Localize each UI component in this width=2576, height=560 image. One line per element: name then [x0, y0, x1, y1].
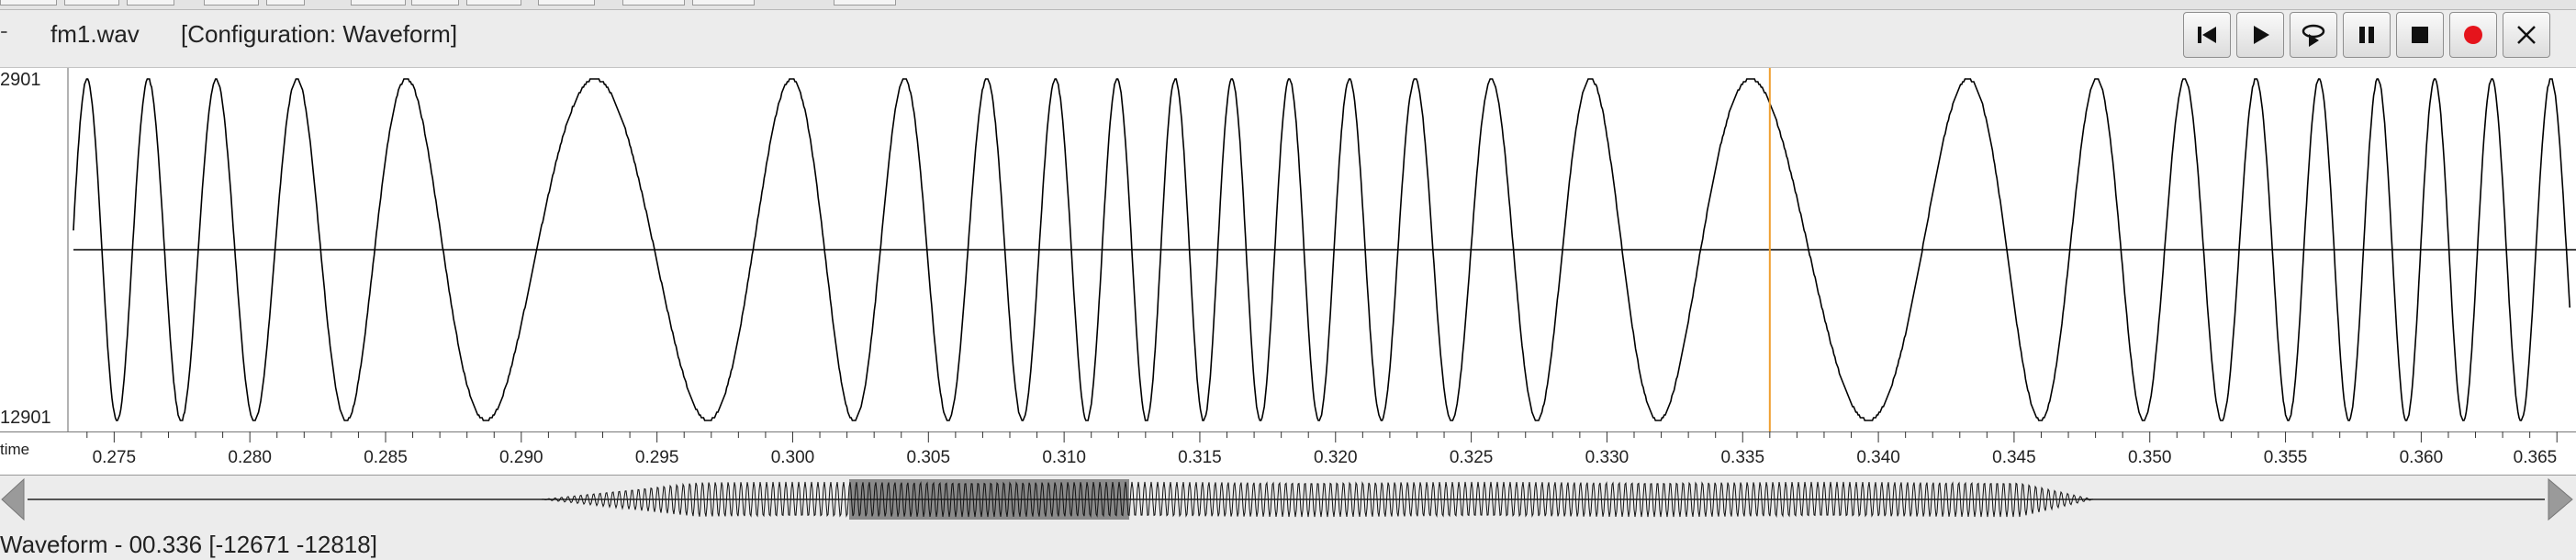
file-name: fm1.wav — [50, 20, 140, 48]
tab-stub[interactable] — [127, 0, 174, 6]
axis-tick-label: 0.285 — [364, 448, 408, 467]
play-button[interactable] — [2236, 12, 2284, 58]
record-icon — [2464, 26, 2482, 44]
axis-tick-label: 0.320 — [1314, 448, 1358, 467]
tab-stub[interactable] — [466, 0, 521, 6]
y-max-label: 2901 — [0, 70, 41, 90]
tab-stub[interactable] — [622, 0, 685, 6]
pause-icon — [2359, 27, 2374, 43]
status-text: Waveform - 00.336 [-12671 -12818] — [0, 531, 377, 558]
axis-tick-label: 0.345 — [1992, 448, 2036, 467]
overview-trace — [541, 481, 2094, 519]
tab-stub[interactable] — [266, 0, 305, 6]
loop-icon — [2302, 24, 2325, 47]
axis-tick-label: 0.350 — [2128, 448, 2172, 467]
tab-stub[interactable] — [834, 0, 896, 6]
skip-back-icon — [2198, 27, 2216, 43]
configuration-label: [Configuration: Waveform] — [181, 20, 458, 48]
transport-controls — [2183, 12, 2550, 58]
axis-tick-label: 0.310 — [1042, 448, 1086, 467]
waveform-trace — [73, 78, 2570, 421]
waveform-plot[interactable] — [0, 68, 2576, 431]
y-min-label: 12901 — [0, 408, 51, 428]
axis-tick-label: 0.335 — [1720, 448, 1764, 467]
tab-stub[interactable] — [64, 0, 119, 6]
axis-tick-label: 0.340 — [1856, 448, 1900, 467]
axis-tick-label: 0.280 — [228, 448, 272, 467]
play-icon — [2254, 26, 2269, 44]
tab-stub[interactable] — [411, 0, 459, 6]
pause-button[interactable] — [2343, 12, 2391, 58]
axis-tick-label: 0.330 — [1585, 448, 1630, 467]
stop-button[interactable] — [2396, 12, 2444, 58]
axis-tick-label: 0.300 — [771, 448, 815, 467]
overview-waveform[interactable] — [0, 476, 2576, 523]
tab-stub[interactable] — [538, 0, 595, 6]
tab-strip — [0, 0, 2576, 10]
tab-stub[interactable] — [0, 0, 57, 6]
axis-tick-label: 0.295 — [635, 448, 679, 467]
time-axis-label: time — [0, 441, 30, 458]
axis-tick-label: 0.325 — [1450, 448, 1494, 467]
tab-close-glyph[interactable]: - — [0, 17, 8, 44]
axis-tick-label: 0.355 — [2264, 448, 2308, 467]
scroll-right-arrow-icon[interactable] — [2545, 476, 2576, 523]
record-button[interactable] — [2449, 12, 2497, 58]
scroll-left-arrow-icon[interactable] — [0, 476, 28, 523]
time-axis — [0, 431, 2576, 476]
tab-stub[interactable] — [351, 0, 406, 6]
tab-stub[interactable] — [692, 0, 755, 6]
axis-tick-label: 0.315 — [1178, 448, 1222, 467]
status-bar — [0, 525, 2576, 560]
axis-tick-label: 0.360 — [2400, 448, 2444, 467]
axis-tick-label: 0.275 — [93, 448, 137, 467]
skip-to-start-button[interactable] — [2183, 12, 2231, 58]
close-icon — [2517, 26, 2536, 44]
time-axis-ticks: 0.275 0.280 0.285 0.290 0.295 0.300 0.305 0.310… — [86, 431, 2558, 467]
document-header — [0, 10, 2576, 68]
axis-tick-label: 0.365 — [2514, 448, 2558, 467]
axis-tick-label: 0.305 — [907, 448, 951, 467]
axis-tick-label: 0.290 — [499, 448, 543, 467]
close-button[interactable] — [2503, 12, 2550, 58]
tab-stub[interactable] — [204, 0, 259, 6]
loop-play-button[interactable] — [2290, 12, 2337, 58]
stop-icon — [2412, 27, 2428, 43]
